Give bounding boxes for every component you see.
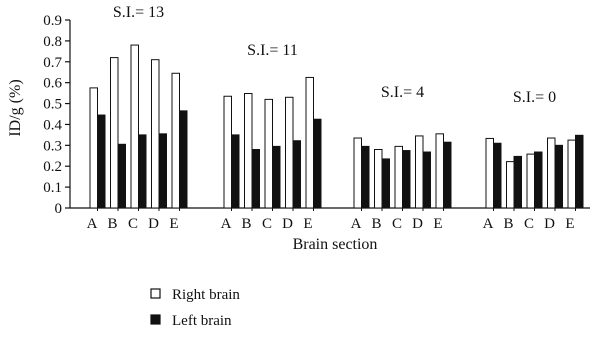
bar-right-brain (305, 76, 314, 209)
bar-right-brain (415, 135, 424, 209)
x-category-label: D (412, 216, 423, 232)
bar-right-brain (485, 137, 494, 209)
group-label: S.I.= 11 (247, 42, 298, 59)
bar-left-brain (534, 151, 543, 209)
y-axis: 0 0.1 0.2 0.3 0.4 0.5 0.6 0.7 0.8 0.9 (43, 13, 71, 217)
x-category-label: B (241, 216, 251, 232)
legend-swatch-left-brain (150, 314, 161, 325)
x-category-label: D (282, 216, 293, 232)
x-category-label: B (371, 216, 381, 232)
group-label: S.I.= 0 (513, 89, 556, 106)
bar-left-brain (117, 143, 126, 209)
y-tick-label: 0.8 (43, 34, 62, 50)
legend: Right brain Left brain (150, 287, 240, 329)
x-category-label: A (351, 216, 362, 232)
y-tick-label: 0.1 (43, 180, 62, 196)
bar-left-brain (251, 149, 260, 209)
y-tick-label: 0.3 (43, 138, 62, 154)
legend-label-left-brain: Left brain (172, 313, 232, 329)
bar-left-brain (575, 134, 584, 209)
group-label: S.I.= 13 (113, 4, 164, 21)
x-category-label: C (392, 216, 402, 232)
y-axis-title: ID/g (%) (7, 79, 24, 136)
x-axis-title: Brain section (293, 236, 378, 253)
bar-left-brain (422, 151, 431, 209)
bar-right-brain (171, 72, 180, 209)
bar-right-brain (285, 96, 294, 209)
bar-left-brain (97, 114, 106, 209)
bar-left-brain (313, 118, 322, 209)
bar-left-brain (554, 144, 563, 209)
x-category-label: D (148, 216, 159, 232)
x-category-label: C (262, 216, 272, 232)
bar-left-brain (402, 150, 411, 209)
y-tick-label: 0.4 (43, 117, 62, 133)
bar-right-brain (110, 57, 119, 209)
x-category-label: A (483, 216, 494, 232)
bars (89, 44, 584, 209)
y-tick-label: 0.6 (43, 76, 62, 92)
bar-right-brain (223, 95, 232, 209)
bar-right-brain (244, 93, 253, 209)
y-tick-label: 0 (55, 201, 63, 217)
bar-right-brain (353, 137, 362, 209)
y-tick-label: 0.5 (43, 97, 62, 113)
bar-right-brain (89, 87, 98, 209)
legend-swatch-right-brain (150, 288, 161, 299)
x-category-label: A (87, 216, 98, 232)
x-category-label: E (169, 216, 178, 232)
group-label: S.I.= 4 (381, 84, 424, 101)
legend-label-right-brain: Right brain (172, 287, 240, 303)
bar-left-brain (361, 145, 370, 209)
y-tick-label: 0.7 (43, 55, 62, 71)
bar-right-brain (567, 139, 576, 209)
bar-left-brain (272, 145, 281, 209)
bar-right-brain (130, 44, 139, 209)
bar-right-brain (264, 98, 273, 209)
bar-left-brain (158, 133, 167, 209)
group-labels: S.I.= 13 S.I.= 11 S.I.= 4 S.I.= 0 (113, 4, 556, 106)
x-category-label: C (128, 216, 138, 232)
bar-right-brain (526, 153, 535, 209)
bar-left-brain (179, 110, 188, 209)
bar-right-brain (547, 137, 556, 209)
bar-left-brain (138, 134, 147, 209)
x-category-label: D (544, 216, 555, 232)
bar-left-brain (231, 134, 240, 209)
bar-left-brain (292, 140, 301, 209)
y-tick-label: 0.2 (43, 159, 62, 175)
x-category-label: B (503, 216, 513, 232)
bar-left-brain (443, 141, 452, 209)
bar-right-brain (506, 161, 515, 209)
x-category-label: E (303, 216, 312, 232)
bar-left-brain (381, 158, 390, 209)
x-category-label: E (433, 216, 442, 232)
x-category-label: A (221, 216, 232, 232)
x-category-label: C (524, 216, 534, 232)
bar-left-brain (493, 142, 502, 209)
bar-left-brain (513, 155, 522, 209)
x-category-label: E (565, 216, 574, 232)
x-category-label: B (107, 216, 117, 232)
bar-right-brain (394, 145, 403, 209)
bar-right-brain (151, 59, 160, 209)
y-tick-label: 0.9 (43, 13, 62, 29)
bar-right-brain (374, 149, 383, 209)
bar-right-brain (435, 133, 444, 209)
